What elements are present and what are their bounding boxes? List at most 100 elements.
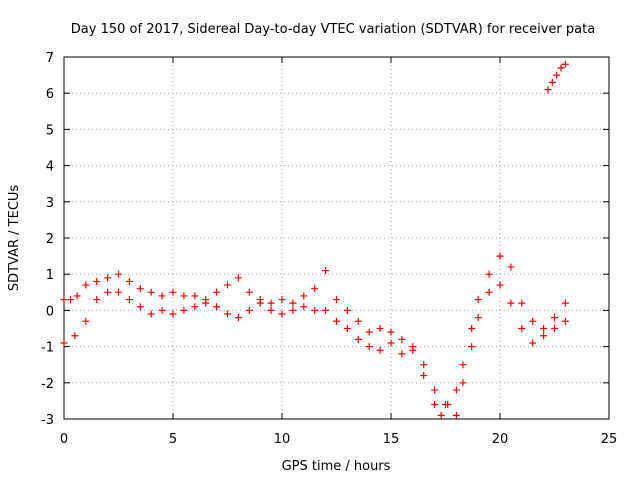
data-point bbox=[278, 310, 286, 318]
data-point bbox=[561, 299, 569, 307]
data-point bbox=[540, 325, 548, 332]
data-point bbox=[191, 303, 199, 311]
data-point bbox=[224, 281, 231, 289]
data-point bbox=[60, 339, 68, 347]
plot-frame bbox=[63, 56, 610, 420]
data-point bbox=[322, 267, 330, 275]
y-tick-label: 0 bbox=[46, 304, 54, 319]
data-point bbox=[322, 306, 330, 314]
data-point bbox=[93, 277, 101, 285]
data-point bbox=[529, 317, 537, 325]
data-point bbox=[561, 60, 569, 68]
data-point bbox=[267, 299, 275, 307]
y-tick-label: 3 bbox=[46, 196, 54, 211]
data-point bbox=[202, 299, 210, 307]
x-tick-label: 5 bbox=[169, 432, 177, 447]
data-point bbox=[343, 325, 351, 332]
data-point bbox=[474, 296, 482, 304]
data-point bbox=[507, 299, 515, 307]
data-point bbox=[256, 299, 264, 307]
data-point bbox=[518, 299, 526, 307]
data-points bbox=[60, 60, 569, 419]
data-point bbox=[551, 325, 558, 332]
data-point bbox=[452, 386, 460, 394]
x-tick-label: 20 bbox=[492, 432, 509, 447]
y-tick-label: 5 bbox=[46, 123, 54, 138]
data-point bbox=[289, 299, 297, 307]
data-point bbox=[518, 325, 526, 332]
data-point bbox=[468, 343, 476, 351]
x-tick-label: 15 bbox=[383, 432, 400, 447]
data-point bbox=[507, 263, 515, 271]
data-point bbox=[125, 277, 133, 285]
data-point bbox=[365, 328, 373, 336]
data-point bbox=[333, 296, 340, 304]
data-point bbox=[213, 303, 221, 311]
y-tick-label: -3 bbox=[41, 413, 54, 428]
data-point bbox=[452, 411, 460, 419]
data-point bbox=[300, 303, 308, 311]
data-point bbox=[420, 372, 428, 380]
y-axis-label: SDTVAR / TECUs bbox=[7, 185, 22, 292]
data-point bbox=[387, 328, 395, 336]
y-tick-label: -1 bbox=[41, 341, 54, 356]
data-point bbox=[387, 339, 395, 347]
y-tick-label: 4 bbox=[46, 160, 54, 175]
data-point bbox=[125, 296, 133, 304]
data-point bbox=[557, 64, 565, 72]
data-point bbox=[459, 379, 467, 387]
data-point bbox=[300, 292, 308, 300]
data-point bbox=[474, 314, 482, 322]
data-point bbox=[468, 325, 476, 332]
data-point bbox=[437, 411, 445, 419]
data-point bbox=[213, 288, 221, 296]
data-point bbox=[551, 314, 558, 322]
data-point bbox=[420, 361, 428, 369]
data-point bbox=[82, 281, 90, 289]
data-point bbox=[485, 288, 493, 296]
data-point bbox=[529, 339, 537, 347]
data-point bbox=[311, 285, 319, 293]
data-point bbox=[158, 292, 166, 300]
y-tick-label: 7 bbox=[46, 51, 54, 66]
data-point bbox=[245, 306, 253, 314]
data-point bbox=[115, 270, 122, 278]
data-point bbox=[376, 346, 384, 354]
data-point bbox=[485, 270, 493, 278]
data-point bbox=[60, 296, 68, 304]
data-point bbox=[147, 310, 155, 318]
data-point bbox=[333, 317, 340, 325]
data-point bbox=[136, 303, 144, 311]
data-point bbox=[104, 288, 112, 296]
data-point bbox=[82, 317, 90, 325]
data-point bbox=[71, 332, 79, 340]
data-point bbox=[354, 317, 362, 325]
data-point bbox=[67, 296, 75, 304]
data-point bbox=[540, 332, 548, 340]
x-axis-label: GPS time / hours bbox=[282, 459, 391, 474]
data-point bbox=[278, 296, 286, 304]
data-point bbox=[376, 325, 384, 332]
data-point bbox=[365, 343, 373, 351]
data-point bbox=[544, 86, 552, 94]
data-point bbox=[459, 361, 467, 369]
data-point bbox=[136, 285, 144, 293]
data-point bbox=[234, 314, 242, 322]
axis-ticks: 0 5 10 15 20 25 -3 -2 -1 0 1 2 3 4 5 6 7 bbox=[41, 51, 617, 447]
data-point bbox=[267, 306, 275, 314]
data-point bbox=[289, 306, 297, 314]
data-point bbox=[496, 281, 504, 289]
x-tick-label: 0 bbox=[60, 432, 68, 447]
data-point bbox=[224, 310, 231, 318]
data-point bbox=[147, 288, 155, 296]
data-point bbox=[398, 350, 406, 358]
data-point bbox=[343, 306, 351, 314]
data-point bbox=[431, 386, 439, 394]
data-point bbox=[444, 401, 452, 409]
data-point bbox=[73, 292, 81, 300]
data-point bbox=[354, 335, 362, 343]
data-point bbox=[398, 335, 406, 343]
data-point bbox=[180, 292, 188, 300]
data-point bbox=[234, 274, 242, 282]
